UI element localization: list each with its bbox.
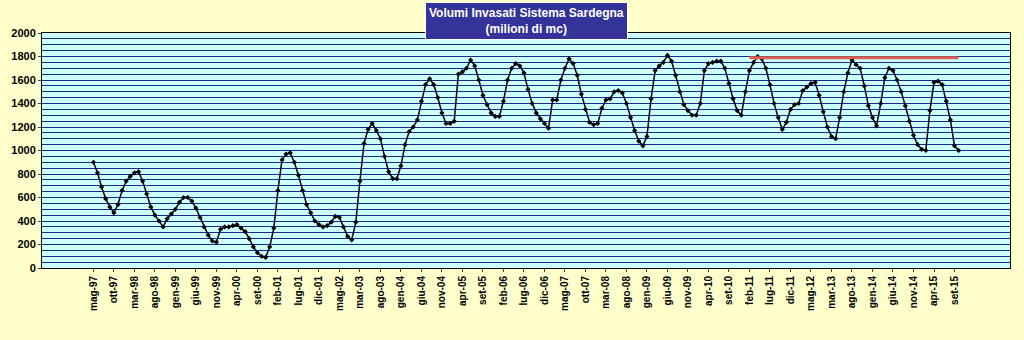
svg-text:gen-04: gen-04: [395, 276, 406, 309]
svg-text:set-05: set-05: [477, 276, 488, 305]
svg-text:gen-99: gen-99: [170, 276, 181, 309]
svg-text:1000: 1000: [11, 144, 35, 156]
svg-text:ago-98: ago-98: [149, 276, 160, 309]
svg-text:800: 800: [17, 168, 35, 180]
svg-text:feb-06: feb-06: [498, 276, 509, 306]
svg-text:mar-08: mar-08: [600, 276, 611, 309]
svg-text:mag-97: mag-97: [88, 276, 99, 311]
svg-text:gen-14: gen-14: [867, 276, 878, 309]
svg-text:nov-99: nov-99: [211, 276, 222, 309]
svg-text:mar-98: mar-98: [129, 276, 140, 309]
svg-text:set-10: set-10: [723, 276, 734, 305]
svg-text:1200: 1200: [11, 121, 35, 133]
svg-text:nov-04: nov-04: [436, 276, 447, 309]
svg-text:lug-11: lug-11: [764, 276, 775, 305]
svg-text:200: 200: [17, 238, 35, 250]
svg-text:mar-03: mar-03: [354, 276, 365, 309]
svg-text:ago-13: ago-13: [846, 276, 857, 309]
svg-text:apr-10: apr-10: [703, 276, 714, 306]
svg-text:1400: 1400: [11, 97, 35, 109]
svg-text:giu-14: giu-14: [887, 276, 898, 306]
svg-text:600: 600: [17, 191, 35, 203]
svg-text:ott-97: ott-97: [108, 276, 119, 304]
svg-text:mag-07: mag-07: [559, 276, 570, 311]
svg-text:lug-01: lug-01: [293, 276, 304, 306]
svg-text:2000: 2000: [11, 27, 35, 39]
svg-text:giu-04: giu-04: [416, 276, 427, 306]
svg-text:ago-03: ago-03: [375, 276, 386, 309]
svg-text:ago-08: ago-08: [621, 276, 632, 309]
svg-text:1600: 1600: [11, 74, 35, 86]
svg-text:set-00: set-00: [252, 276, 263, 305]
svg-text:giu-99: giu-99: [190, 276, 201, 306]
svg-text:apr-15: apr-15: [928, 276, 939, 306]
svg-text:ott-07: ott-07: [580, 276, 591, 304]
svg-text:1800: 1800: [11, 50, 35, 62]
svg-text:apr-00: apr-00: [231, 276, 242, 306]
svg-text:Volumi Invasati Sistema Sardeg: Volumi Invasati Sistema Sardegna(milioni…: [429, 6, 624, 36]
svg-text:gen-09: gen-09: [641, 276, 652, 309]
svg-text:giu-09: giu-09: [662, 276, 673, 306]
svg-text:nov-09: nov-09: [682, 276, 693, 309]
svg-text:feb-01: feb-01: [272, 276, 283, 306]
svg-text:lug-06: lug-06: [518, 276, 529, 306]
svg-text:dic-06: dic-06: [539, 276, 550, 305]
svg-text:set-15: set-15: [949, 276, 960, 305]
svg-text:mar-13: mar-13: [826, 276, 837, 309]
svg-text:0: 0: [30, 262, 36, 274]
svg-text:400: 400: [17, 215, 35, 227]
svg-text:mag-12: mag-12: [805, 276, 816, 311]
svg-text:nov-14: nov-14: [908, 276, 919, 309]
svg-text:feb-11: feb-11: [744, 276, 755, 305]
svg-text:dic-11: dic-11: [785, 276, 796, 305]
svg-text:apr-05: apr-05: [457, 276, 468, 306]
svg-text:dic-01: dic-01: [313, 276, 324, 305]
svg-text:mag-02: mag-02: [334, 276, 345, 311]
